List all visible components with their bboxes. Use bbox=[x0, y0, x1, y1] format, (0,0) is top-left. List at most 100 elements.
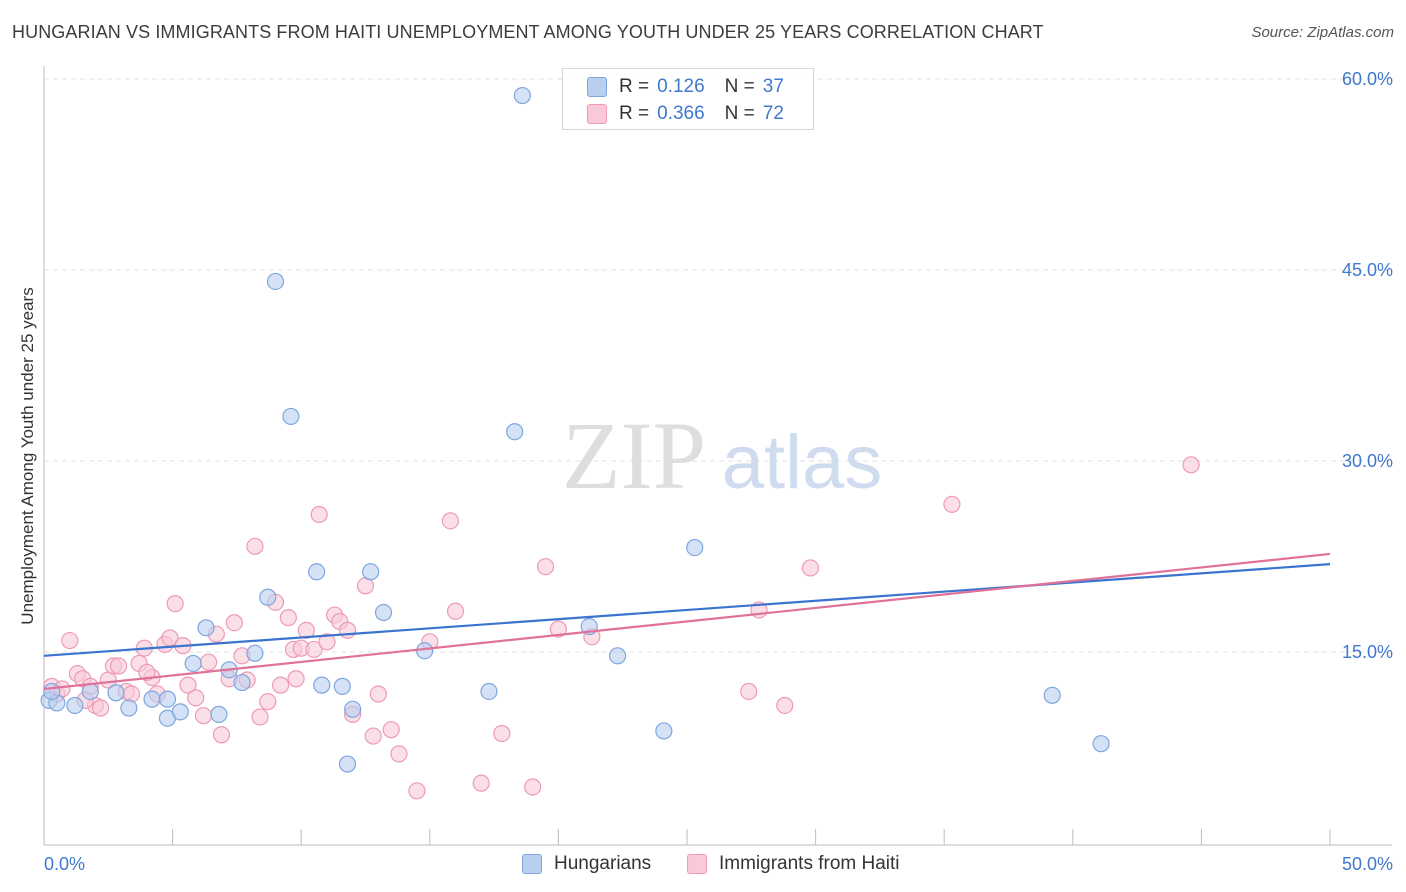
data-point bbox=[279, 609, 297, 627]
data-point bbox=[318, 633, 336, 651]
data-point bbox=[408, 782, 426, 800]
data-point bbox=[66, 696, 84, 715]
data-point bbox=[272, 676, 290, 694]
legend-swatch-haiti bbox=[687, 854, 707, 874]
data-point bbox=[308, 563, 326, 581]
data-point bbox=[143, 690, 161, 708]
legend-n-label: N = bbox=[724, 103, 755, 124]
y-axis-label: Unemployment Among Youth under 25 years bbox=[18, 287, 37, 625]
watermark-zip: ZIP bbox=[562, 402, 706, 509]
data-point bbox=[1043, 686, 1061, 704]
data-point bbox=[197, 619, 215, 637]
data-point bbox=[138, 663, 156, 681]
data-point bbox=[446, 602, 465, 620]
y-tick-label: 15.0% bbox=[1342, 642, 1393, 662]
data-point bbox=[158, 690, 177, 708]
data-point bbox=[61, 631, 79, 650]
data-point bbox=[374, 603, 393, 622]
data-point bbox=[686, 538, 704, 557]
data-point bbox=[524, 778, 542, 796]
data-point bbox=[338, 621, 357, 639]
trend-line-haiti bbox=[43, 552, 1331, 691]
data-point bbox=[441, 512, 459, 530]
data-point bbox=[179, 676, 197, 694]
legend-row-hungarians: R = 0.126 N = 37 bbox=[587, 75, 784, 99]
data-point bbox=[91, 699, 110, 717]
series-hungarians-points bbox=[40, 86, 1110, 773]
data-point bbox=[1092, 735, 1110, 753]
data-point bbox=[305, 640, 323, 659]
data-point bbox=[493, 724, 511, 743]
legend-r-value-hungarians: 0.126 bbox=[657, 76, 705, 97]
data-point bbox=[120, 699, 138, 717]
legend-swatch-haiti bbox=[587, 104, 607, 124]
data-point bbox=[107, 684, 125, 702]
data-point bbox=[122, 685, 141, 703]
data-point bbox=[187, 689, 205, 707]
data-point bbox=[184, 654, 202, 673]
chart-title: HUNGARIAN VS IMMIGRANTS FROM HAITI UNEMP… bbox=[12, 22, 1044, 42]
data-point bbox=[166, 595, 184, 613]
data-point bbox=[506, 423, 524, 441]
watermark-atlas: atlas bbox=[722, 420, 883, 505]
trend-lines bbox=[43, 552, 1331, 691]
data-point bbox=[225, 614, 243, 632]
data-point bbox=[1182, 456, 1200, 474]
data-point bbox=[480, 682, 498, 701]
data-point bbox=[297, 621, 315, 639]
source-label: Source: ZipAtlas.com bbox=[1251, 24, 1394, 41]
data-point bbox=[513, 86, 531, 105]
y-tick-label: 30.0% bbox=[1342, 451, 1393, 471]
data-point bbox=[251, 708, 269, 726]
data-point bbox=[776, 696, 794, 715]
grid-layer bbox=[44, 78, 1392, 653]
legend-swatch-hungarians bbox=[522, 854, 542, 874]
data-point bbox=[344, 700, 362, 718]
data-point bbox=[246, 644, 264, 662]
bottom-legend-haiti[interactable]: Immigrants from Haiti bbox=[687, 852, 900, 876]
series-immigrants-from-haiti-points bbox=[43, 456, 1200, 800]
data-point bbox=[416, 642, 434, 660]
data-point bbox=[472, 774, 490, 792]
data-point bbox=[109, 657, 128, 675]
legend-label-haiti: Immigrants from Haiti bbox=[719, 853, 900, 874]
data-point bbox=[801, 559, 820, 577]
y-tick-label: 60.0% bbox=[1342, 69, 1393, 89]
data-point bbox=[390, 745, 408, 763]
data-point bbox=[364, 727, 382, 745]
data-point bbox=[43, 682, 61, 701]
data-point bbox=[200, 653, 218, 671]
data-point bbox=[382, 721, 400, 739]
tick-labels: 15.0% 30.0% 45.0% 60.0% 0.0% 50.0% bbox=[44, 69, 1393, 874]
data-point bbox=[740, 682, 758, 701]
data-point bbox=[246, 537, 264, 555]
data-point bbox=[233, 673, 251, 692]
legend-n-label: N = bbox=[724, 76, 755, 97]
correlation-legend: R = 0.126 N = 37 R = 0.366 N = 72 bbox=[562, 68, 814, 130]
data-point bbox=[282, 407, 300, 426]
data-point bbox=[333, 677, 351, 695]
data-point bbox=[171, 703, 189, 721]
x-tick-label: 50.0% bbox=[1342, 854, 1393, 874]
legend-r-label: R = bbox=[619, 76, 650, 97]
legend-row-haiti: R = 0.366 N = 72 bbox=[587, 102, 784, 126]
data-point bbox=[313, 676, 331, 694]
trend-line-hungarians bbox=[43, 563, 1331, 657]
data-point bbox=[310, 505, 328, 524]
data-point bbox=[259, 693, 277, 711]
x-tick-label: 0.0% bbox=[44, 854, 85, 874]
data-point bbox=[266, 272, 285, 291]
bottom-legend-hungarians[interactable]: Hungarians bbox=[522, 852, 651, 876]
legend-r-value-haiti: 0.366 bbox=[657, 103, 705, 124]
data-point bbox=[369, 685, 387, 703]
data-point bbox=[287, 670, 305, 688]
y-tick-label: 45.0% bbox=[1342, 260, 1393, 280]
legend-r-label: R = bbox=[619, 103, 650, 124]
data-point bbox=[210, 705, 228, 723]
data-point bbox=[81, 682, 99, 701]
legend-n-value-hungarians: 37 bbox=[762, 76, 784, 97]
watermark: ZIP atlas bbox=[562, 402, 882, 509]
data-point bbox=[943, 495, 961, 513]
data-point bbox=[362, 563, 380, 581]
